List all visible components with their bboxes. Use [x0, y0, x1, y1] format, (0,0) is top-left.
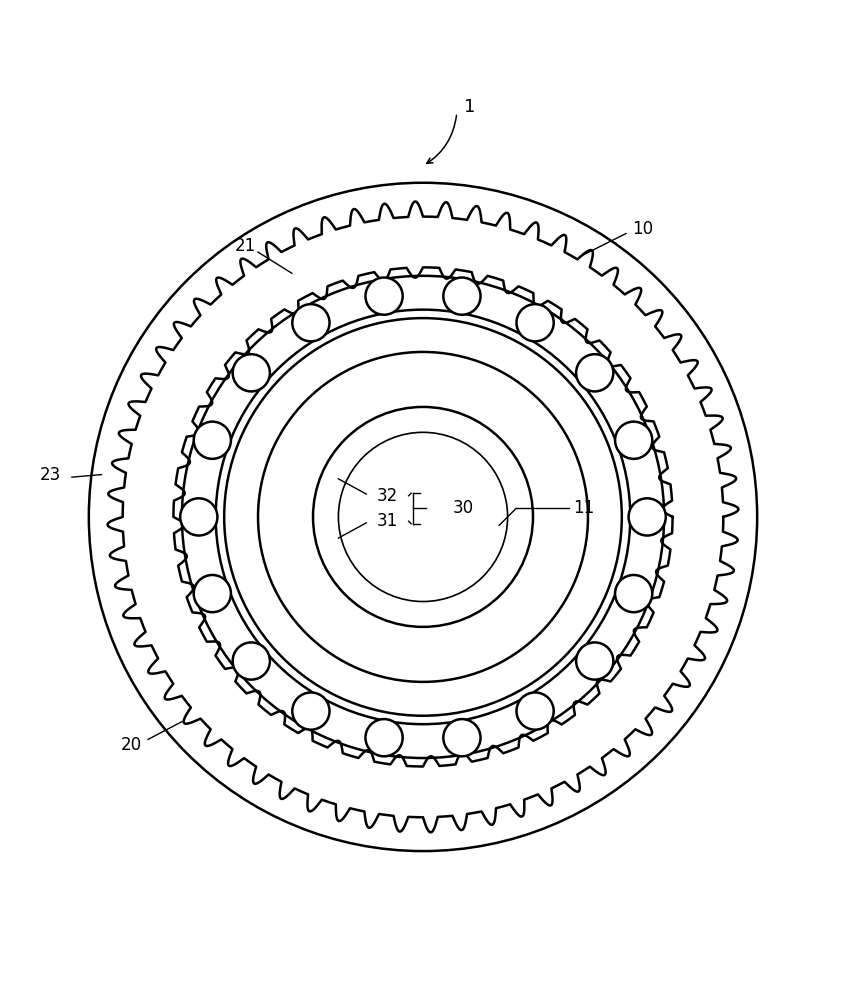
Circle shape [194, 575, 231, 612]
Text: 32: 32 [376, 487, 398, 505]
Circle shape [443, 719, 481, 756]
Circle shape [292, 692, 329, 730]
Text: 10: 10 [633, 220, 653, 238]
Circle shape [576, 642, 613, 680]
Text: 23: 23 [40, 466, 62, 484]
Circle shape [615, 575, 652, 612]
Circle shape [516, 304, 553, 341]
Circle shape [443, 278, 481, 315]
Circle shape [233, 354, 270, 391]
Text: 21: 21 [234, 237, 256, 255]
Circle shape [365, 278, 403, 315]
Circle shape [615, 422, 652, 459]
Circle shape [194, 422, 231, 459]
Circle shape [293, 304, 330, 341]
Text: 30: 30 [453, 499, 474, 517]
Circle shape [180, 498, 217, 536]
Circle shape [516, 692, 553, 730]
Text: 11: 11 [573, 499, 595, 517]
Circle shape [233, 642, 270, 680]
Circle shape [365, 719, 403, 756]
Text: 1: 1 [464, 98, 475, 116]
Circle shape [629, 498, 666, 536]
Text: 20: 20 [121, 736, 141, 754]
Text: 31: 31 [376, 512, 398, 530]
Circle shape [576, 354, 613, 391]
